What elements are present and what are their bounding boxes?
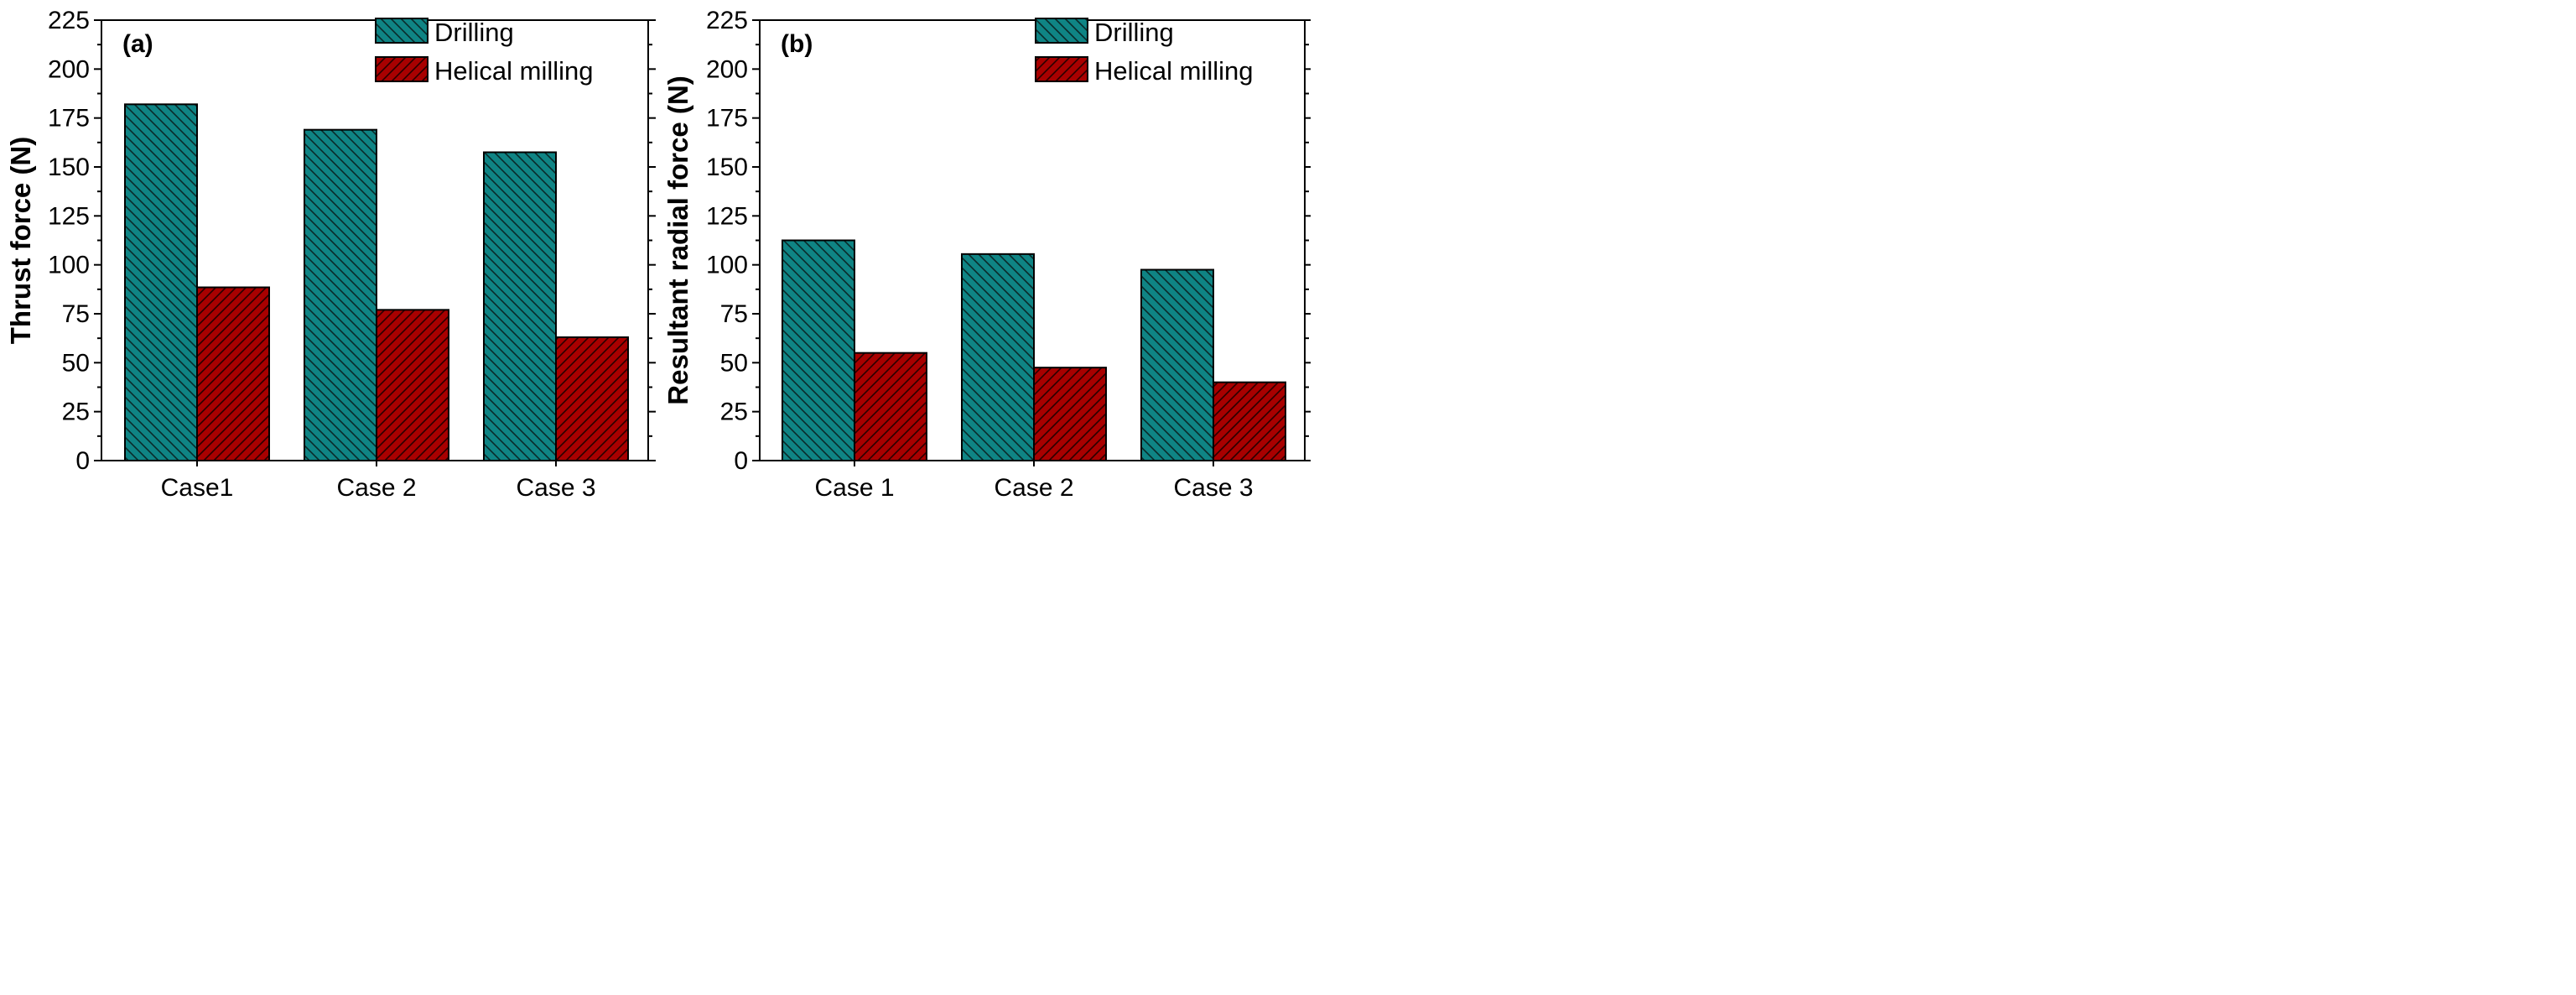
legend-swatch-helical-milling (1035, 56, 1088, 82)
bar-helical-milling-1 (854, 352, 927, 461)
legend-label: Helical milling (434, 56, 594, 86)
y-tick-label: 75 (62, 300, 90, 328)
y-tick-label: 125 (706, 202, 748, 230)
bar-helical-milling-3 (555, 336, 629, 461)
x-tick-label: Case 2 (994, 474, 1073, 502)
bar-drilling-3 (1140, 268, 1214, 461)
y-tick-label: 150 (706, 154, 748, 181)
legend-label: Helical milling (1094, 56, 1254, 86)
y-tick-label: 100 (706, 252, 748, 279)
legend-label: Drilling (1094, 18, 1174, 47)
bar-helical-milling-1 (196, 286, 270, 461)
y-tick-label: 50 (720, 349, 748, 377)
x-tick-label: Case 2 (336, 474, 416, 502)
y-tick-label: 125 (48, 202, 90, 230)
y-tick-label: 150 (48, 154, 90, 181)
panel-a: Case1 Case 2 Case 3 0 25 50 75 100 125 150 175 200 2… (5, 7, 656, 502)
y-axis-title: Thrust force (N) (5, 137, 36, 345)
y-axis-title: Resultant radial force (N) (662, 76, 693, 404)
y-tick-label: 0 (75, 447, 90, 475)
y-tick-label: 50 (62, 349, 90, 377)
y-tick-label: 25 (720, 399, 748, 426)
y-tick-label: 225 (706, 7, 748, 34)
y-tick-label: 225 (48, 7, 90, 34)
y-tick-label: 200 (706, 55, 748, 83)
legend-swatch-drilling (375, 18, 428, 44)
bar-drilling-2 (304, 128, 377, 462)
y-tick-label: 175 (48, 105, 90, 133)
bar-drilling-2 (961, 253, 1035, 462)
y-tick-label: 200 (48, 55, 90, 83)
x-tick-label: Case 1 (814, 474, 894, 502)
y-tick-label: 75 (720, 300, 748, 328)
y-tick-label: 25 (62, 399, 90, 426)
panel-label: (a) (122, 30, 153, 58)
bar-drilling-1 (124, 103, 198, 461)
bar-helical-milling-2 (1033, 367, 1107, 461)
bar-drilling-1 (782, 239, 855, 461)
legend-swatch-drilling (1035, 18, 1088, 44)
y-tick-label: 100 (48, 252, 90, 279)
y-tick-label: 0 (734, 447, 748, 475)
panel-label: (b) (781, 30, 813, 58)
legend-swatch-helical-milling (375, 56, 428, 82)
y-tick-label: 175 (706, 105, 748, 133)
x-tick-label: Case1 (161, 474, 234, 502)
x-tick-label: Case 3 (1173, 474, 1253, 502)
figure: Case1 Case 2 Case 3 0 25 50 75 100 125 150 175 200 2… (5, 7, 1311, 502)
bar-helical-milling-3 (1213, 381, 1286, 461)
bar-helical-milling-2 (376, 309, 449, 462)
panel-b: Case 1 Case 2 Case 3 0 25 50 75 100 125 150 175 200… (662, 7, 1311, 502)
legend-label: Drilling (434, 18, 514, 47)
x-tick-label: Case 3 (516, 474, 595, 502)
bar-drilling-3 (483, 151, 557, 461)
